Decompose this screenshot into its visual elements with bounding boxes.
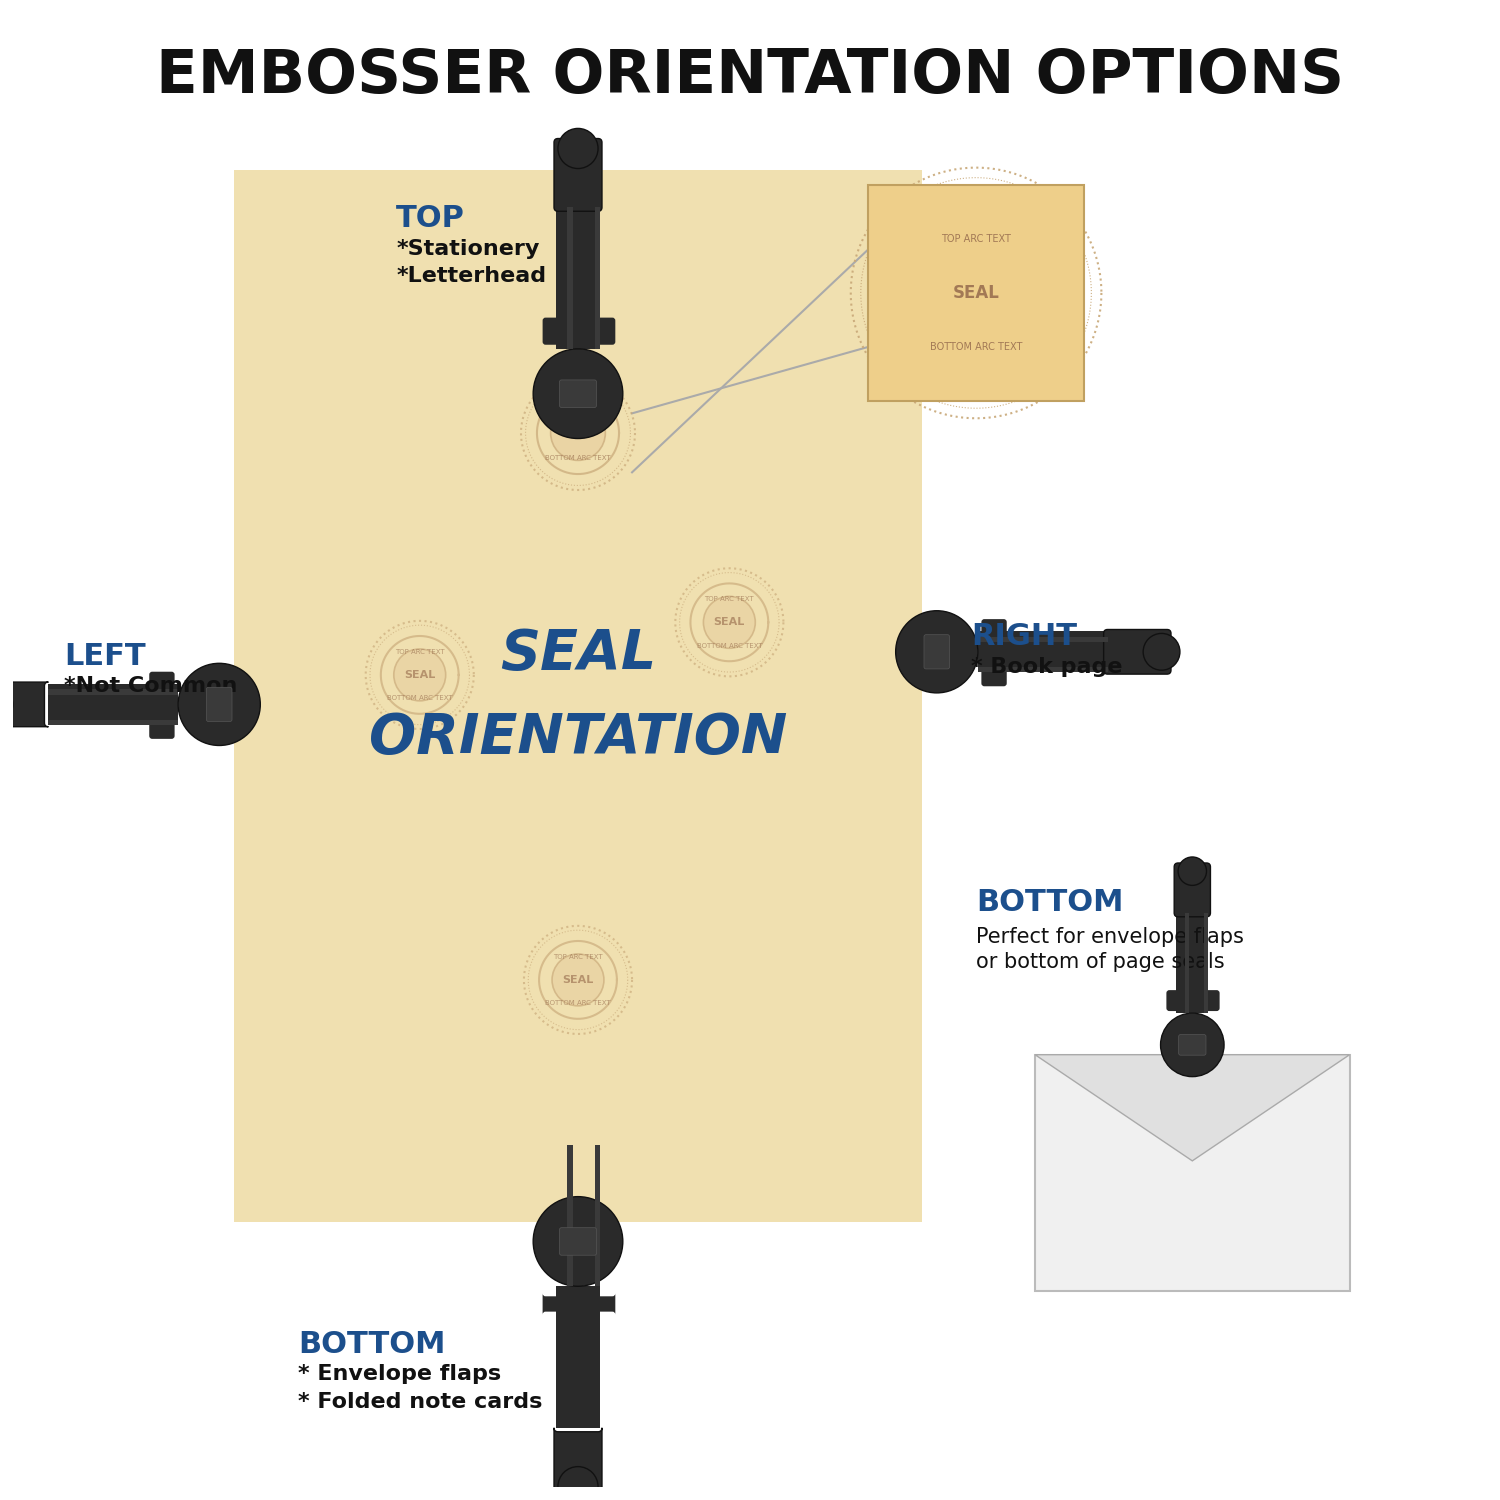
Bar — [1035, 1054, 1350, 1290]
Text: or bottom of page seals: or bottom of page seals — [976, 952, 1224, 972]
FancyBboxPatch shape — [543, 1293, 578, 1314]
Text: TOP ARC TEXT: TOP ARC TEXT — [394, 648, 444, 654]
Bar — [1204, 914, 1208, 1013]
Bar — [567, 207, 573, 350]
Bar — [868, 184, 1084, 400]
Text: SEAL: SEAL — [714, 618, 746, 627]
FancyBboxPatch shape — [981, 620, 1006, 652]
Text: *Letterhead: *Letterhead — [396, 267, 546, 286]
FancyBboxPatch shape — [1167, 990, 1192, 1011]
Circle shape — [178, 663, 261, 746]
Circle shape — [896, 610, 978, 693]
FancyBboxPatch shape — [207, 687, 232, 722]
Text: BOTTOM: BOTTOM — [298, 1330, 446, 1359]
Bar — [48, 720, 178, 724]
Polygon shape — [1035, 1054, 1350, 1161]
FancyBboxPatch shape — [554, 1428, 602, 1492]
Circle shape — [1143, 633, 1180, 670]
Text: BOTTOM ARC TEXT: BOTTOM ARC TEXT — [696, 642, 762, 648]
Text: BOTTOM ARC TEXT: BOTTOM ARC TEXT — [544, 454, 610, 460]
Text: TOP ARC TEXT: TOP ARC TEXT — [1178, 1096, 1208, 1101]
Bar — [1185, 914, 1190, 1013]
Circle shape — [1161, 1013, 1224, 1077]
FancyBboxPatch shape — [0, 682, 48, 726]
FancyBboxPatch shape — [555, 207, 600, 350]
Bar — [594, 207, 600, 350]
FancyBboxPatch shape — [555, 1287, 600, 1428]
Circle shape — [1178, 856, 1206, 885]
FancyBboxPatch shape — [148, 672, 174, 705]
Text: SEAL: SEAL — [952, 284, 999, 302]
FancyBboxPatch shape — [981, 654, 1006, 687]
Text: * Folded note cards: * Folded note cards — [298, 1392, 542, 1411]
Text: TOP: TOP — [396, 204, 465, 234]
Text: SEAL: SEAL — [562, 427, 594, 438]
FancyBboxPatch shape — [924, 634, 950, 669]
FancyBboxPatch shape — [1192, 990, 1219, 1011]
Circle shape — [0, 686, 13, 723]
Text: TOP ARC TEXT: TOP ARC TEXT — [940, 234, 1011, 244]
FancyBboxPatch shape — [48, 684, 178, 724]
Text: BOTTOM: BOTTOM — [976, 888, 1124, 916]
Bar — [48, 690, 178, 694]
FancyBboxPatch shape — [560, 1227, 597, 1256]
FancyBboxPatch shape — [580, 318, 615, 345]
Circle shape — [552, 954, 604, 1006]
Text: * Envelope flaps: * Envelope flaps — [298, 1365, 501, 1384]
Text: BOTTOM ARC TEXT: BOTTOM ARC TEXT — [544, 1000, 610, 1006]
Circle shape — [532, 350, 622, 438]
Bar — [567, 1144, 573, 1287]
Text: SEAL: SEAL — [562, 975, 594, 986]
Text: SEAL: SEAL — [404, 670, 435, 680]
Text: Perfect for envelope flaps: Perfect for envelope flaps — [976, 927, 1244, 946]
Text: ORIENTATION: ORIENTATION — [369, 711, 788, 765]
Text: TOP ARC TEXT: TOP ARC TEXT — [554, 954, 603, 960]
Text: TOP ARC TEXT: TOP ARC TEXT — [554, 405, 603, 411]
FancyBboxPatch shape — [1176, 914, 1208, 1013]
Circle shape — [1184, 1098, 1202, 1114]
Text: BOTTOM ARC TEXT: BOTTOM ARC TEXT — [930, 342, 1023, 352]
FancyBboxPatch shape — [580, 1293, 615, 1314]
Circle shape — [916, 232, 1036, 352]
Text: SEAL: SEAL — [500, 627, 656, 681]
Text: BOTTOM ARC TEXT: BOTTOM ARC TEXT — [387, 696, 453, 702]
FancyBboxPatch shape — [1104, 630, 1172, 674]
Text: *Stationery: *Stationery — [396, 238, 540, 260]
Bar — [978, 668, 1107, 672]
Circle shape — [558, 129, 598, 168]
Text: BOTTOM ARC TEXT: BOTTOM ARC TEXT — [1173, 1112, 1212, 1116]
Bar — [978, 636, 1107, 642]
Bar — [594, 1144, 600, 1287]
Text: TOP ARC TEXT: TOP ARC TEXT — [705, 596, 754, 602]
Text: RIGHT: RIGHT — [970, 622, 1077, 651]
Circle shape — [704, 597, 756, 648]
Text: LEFT: LEFT — [64, 642, 146, 670]
FancyBboxPatch shape — [554, 138, 602, 212]
FancyBboxPatch shape — [560, 380, 597, 408]
Bar — [234, 170, 922, 1222]
Text: *Not Common: *Not Common — [64, 676, 237, 696]
FancyBboxPatch shape — [148, 706, 174, 740]
FancyBboxPatch shape — [978, 632, 1107, 672]
Circle shape — [550, 405, 606, 460]
Circle shape — [532, 1197, 622, 1287]
FancyBboxPatch shape — [543, 318, 578, 345]
FancyBboxPatch shape — [1179, 1035, 1206, 1054]
Text: EMBOSSER ORIENTATION OPTIONS: EMBOSSER ORIENTATION OPTIONS — [156, 46, 1344, 106]
Text: SEAL: SEAL — [1182, 1104, 1202, 1110]
Circle shape — [394, 650, 445, 700]
FancyBboxPatch shape — [1174, 862, 1210, 916]
Text: * Book page: * Book page — [970, 657, 1122, 676]
Circle shape — [558, 1467, 598, 1500]
